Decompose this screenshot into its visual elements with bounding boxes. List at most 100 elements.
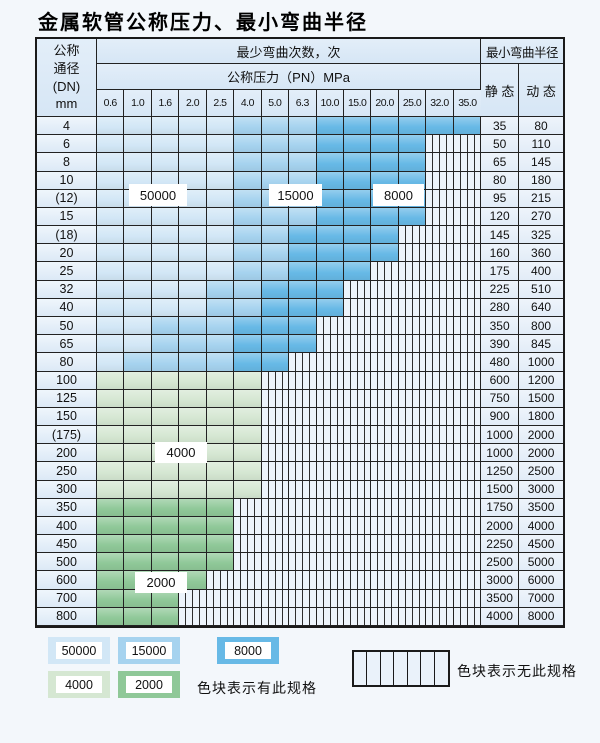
- cell-50000: [206, 135, 235, 154]
- cell-15000: [261, 117, 290, 136]
- cell-no-spec: [453, 335, 482, 354]
- no-spec-strip: [408, 652, 422, 685]
- cell-50000: [179, 298, 207, 317]
- cell-no-spec: [234, 516, 262, 536]
- cell-50000: [151, 244, 180, 263]
- cell-4000: [206, 371, 235, 390]
- cell-8000: [316, 171, 344, 190]
- static-radius-cell: 1750: [481, 498, 520, 517]
- pressure-tick: 20.0: [371, 90, 399, 117]
- dynamic-radius-cell: 2000: [519, 426, 563, 445]
- cell-8000: [398, 153, 427, 172]
- cell-no-spec: [426, 553, 454, 572]
- cell-15000: [179, 335, 207, 354]
- cell-2000: [179, 516, 207, 536]
- no-spec-strip: [394, 652, 408, 685]
- cell-2000: [179, 498, 207, 517]
- cell-no-spec: [398, 335, 427, 354]
- cell-15000: [206, 280, 235, 299]
- cell-no-spec: [289, 462, 317, 481]
- cell-15000: [151, 316, 180, 336]
- cell-no-spec: [453, 189, 482, 208]
- cell-8000: [261, 353, 290, 372]
- cell-no-spec: [261, 444, 290, 463]
- cell-no-spec: [426, 189, 454, 208]
- cell-no-spec: [261, 571, 290, 590]
- cell-15000: [234, 298, 262, 317]
- pressure-tick: 4.0: [234, 90, 262, 117]
- cell-8000: [371, 153, 399, 172]
- cell-50000: [179, 135, 207, 154]
- pressure-tick: 0.6: [97, 90, 125, 117]
- cell-8000: [316, 298, 344, 317]
- dn-cell: 65: [37, 335, 97, 354]
- cell-15000: [261, 244, 290, 263]
- legend-chip-50000: 50000: [48, 637, 110, 664]
- pressure-tick: 25.0: [398, 90, 427, 117]
- cell-no-spec: [398, 262, 427, 281]
- no-spec-strip: [421, 652, 435, 685]
- cell-no-spec: [316, 426, 344, 445]
- cell-no-spec: [343, 371, 372, 390]
- cell-no-spec: [398, 407, 427, 427]
- cell-4000: [124, 389, 152, 408]
- static-radius-cell: 480: [481, 353, 520, 372]
- cell-50000: [206, 171, 235, 190]
- cell-no-spec: [289, 535, 317, 554]
- cell-no-spec: [426, 207, 454, 227]
- dn-cell: 700: [37, 589, 97, 608]
- cell-no-spec: [343, 516, 372, 536]
- cell-15000: [289, 117, 317, 136]
- cell-2000: [151, 498, 180, 517]
- cell-50000: [124, 153, 152, 172]
- cell-50000: [151, 117, 180, 136]
- cell-no-spec: [398, 426, 427, 445]
- cell-15000: [206, 353, 235, 372]
- cell-15000: [234, 262, 262, 281]
- cell-50000: [179, 153, 207, 172]
- cell-50000: [206, 226, 235, 245]
- cell-no-spec: [371, 516, 399, 536]
- static-radius-cell: 175: [481, 262, 520, 281]
- static-radius-cell: 390: [481, 335, 520, 354]
- cell-4000: [179, 371, 207, 390]
- cell-4000: [97, 480, 125, 499]
- dynamic-radius-cell: 7000: [519, 589, 563, 608]
- cell-no-spec: [426, 226, 454, 245]
- cell-8000: [289, 298, 317, 317]
- static-radius-cell: 3500: [481, 589, 520, 608]
- cell-15000: [234, 189, 262, 208]
- cell-no-spec: [289, 607, 317, 626]
- dynamic-radius-cell: 3000: [519, 480, 563, 499]
- dn-cell: 125: [37, 389, 97, 408]
- pressure-tick: 5.0: [261, 90, 290, 117]
- cell-no-spec: [398, 389, 427, 408]
- cell-50000: [206, 262, 235, 281]
- cell-no-spec: [371, 389, 399, 408]
- cell-50000: [151, 262, 180, 281]
- no-spec-strip: [354, 652, 368, 685]
- cell-no-spec: [398, 553, 427, 572]
- cell-15000: [289, 153, 317, 172]
- nominal-pressure-header: 公称压力（PN）MPa: [97, 64, 482, 90]
- cell-no-spec: [398, 462, 427, 481]
- dynamic-radius-cell: 845: [519, 335, 563, 354]
- corner-line-2: 通径: [53, 60, 80, 76]
- cell-no-spec: [289, 353, 317, 372]
- cell-no-spec: [316, 571, 344, 590]
- cell-no-spec: [261, 407, 290, 427]
- cell-no-spec: [398, 480, 427, 499]
- cell-no-spec: [453, 316, 482, 336]
- cell-50000: [151, 153, 180, 172]
- cell-no-spec: [426, 244, 454, 263]
- cell-15000: [261, 135, 290, 154]
- cell-8000: [289, 244, 317, 263]
- cell-no-spec: [316, 535, 344, 554]
- pressure-tick: 6.3: [289, 90, 317, 117]
- cell-no-spec: [371, 353, 399, 372]
- cell-8000: [289, 262, 317, 281]
- cell-50000: [124, 244, 152, 263]
- cell-no-spec: [261, 607, 290, 626]
- cell-no-spec: [261, 371, 290, 390]
- dn-cell: 50: [37, 316, 97, 336]
